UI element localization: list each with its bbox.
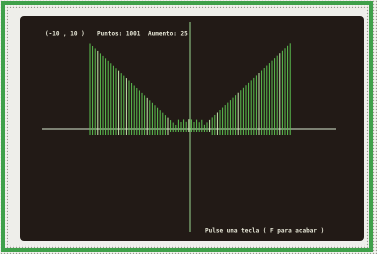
- page: (-10 , 10 ) Puntos: 1001 Aumento: 25 Pul…: [0, 0, 377, 254]
- range-label: (-10 , 10 ): [45, 31, 85, 38]
- points-label: Puntos: 1001: [97, 31, 141, 38]
- screen-photo: (-10 , 10 ) Puntos: 1001 Aumento: 25 Pul…: [0, 0, 377, 254]
- zoom-label: Aumento: 25: [148, 31, 188, 38]
- prompt-text: Pulse una tecla ( F para acabar ): [205, 228, 324, 235]
